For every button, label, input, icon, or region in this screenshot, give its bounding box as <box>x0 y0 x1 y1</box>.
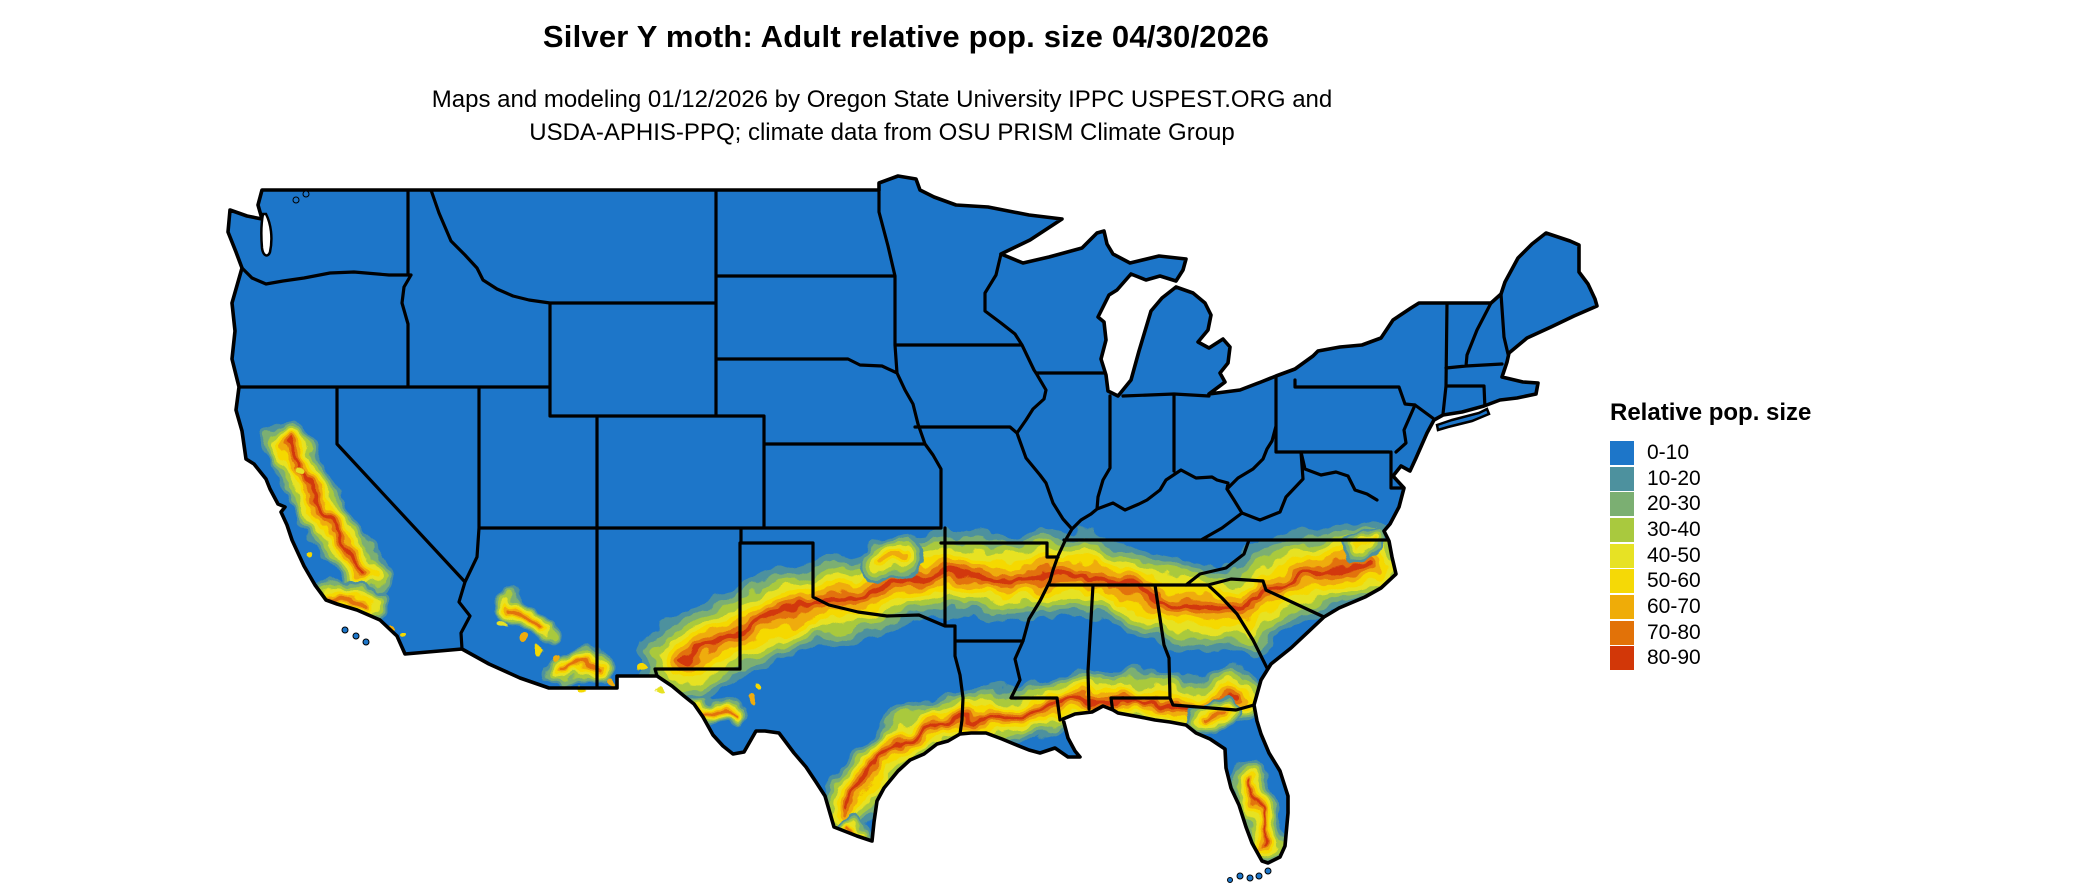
page-subtitle: Maps and modeling 01/12/2026 by Oregon S… <box>0 83 1764 149</box>
islands-and-keys <box>292 190 1272 883</box>
population-hotspot-bands <box>265 420 1412 863</box>
legend-swatch <box>1610 543 1634 568</box>
legend-label: 40-50 <box>1647 543 1701 567</box>
long-island <box>1435 407 1491 432</box>
legend-label: 50-60 <box>1647 569 1701 593</box>
legend-item: 70-80 <box>1610 620 1940 646</box>
subtitle-line-2: USDA-APHIS-PPQ; climate data from OSU PR… <box>529 119 1235 146</box>
legend-swatch <box>1610 594 1634 619</box>
legend-label: 60-70 <box>1647 594 1701 618</box>
legend-item: 50-60 <box>1610 568 1940 594</box>
state-borders <box>237 188 1510 736</box>
legend-label: 80-90 <box>1647 646 1701 670</box>
legend-item: 0-10 <box>1610 440 1940 466</box>
legend-label: 0-10 <box>1647 440 1690 464</box>
legend-swatch <box>1610 492 1634 517</box>
legend-item: 80-90 <box>1610 646 1940 672</box>
subtitle-line-1: Maps and modeling 01/12/2026 by Oregon S… <box>431 86 1333 113</box>
legend-swatch <box>1610 620 1634 645</box>
page-title: Silver Y moth: Adult relative pop. size … <box>542 19 1270 54</box>
legend-item: 60-70 <box>1610 594 1940 620</box>
legend-swatch <box>1610 646 1634 671</box>
legend-label: 10-20 <box>1647 466 1701 490</box>
legend-label: 20-30 <box>1647 492 1701 516</box>
legend-item: 30-40 <box>1610 517 1940 543</box>
legend-items: 0-10 10-20 20-30 30-40 40-50 50-60 60-70 70-80 8… <box>1610 440 1940 671</box>
legend-item: 20-30 <box>1610 491 1940 517</box>
legend-swatch <box>1610 569 1634 594</box>
legend-item: 40-50 <box>1610 543 1940 569</box>
legend-swatch <box>1610 466 1634 491</box>
legend-swatch <box>1610 440 1634 465</box>
legend: Relative pop. size 0-10 10-20 20-30 30-40 40… <box>1610 399 1940 671</box>
legend-swatch <box>1610 517 1634 542</box>
legend-item: 10-20 <box>1610 466 1940 492</box>
legend-title: Relative pop. size <box>1610 399 1812 426</box>
legend-label: 70-80 <box>1647 620 1701 644</box>
puget-sound <box>260 212 273 257</box>
legend-label: 30-40 <box>1647 517 1701 541</box>
